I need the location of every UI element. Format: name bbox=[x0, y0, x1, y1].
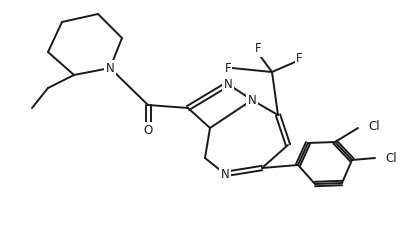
Text: Cl: Cl bbox=[368, 119, 380, 132]
Text: O: O bbox=[143, 123, 153, 136]
Text: N: N bbox=[247, 93, 256, 106]
Text: F: F bbox=[225, 62, 231, 75]
Text: F: F bbox=[296, 51, 302, 64]
Text: N: N bbox=[106, 62, 114, 75]
Text: F: F bbox=[255, 42, 261, 55]
Text: N: N bbox=[220, 168, 229, 181]
Text: Cl: Cl bbox=[385, 152, 397, 164]
Text: N: N bbox=[224, 77, 233, 90]
